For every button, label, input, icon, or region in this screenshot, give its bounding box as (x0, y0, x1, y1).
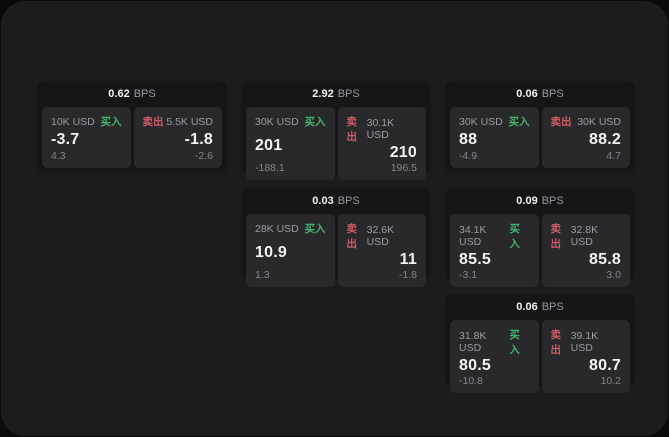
sell-label: 卖出 (550, 223, 562, 250)
sell-amount: 30.1K USD (366, 117, 395, 141)
sell-amount: 5.5K USD (166, 115, 213, 128)
sell-delta: -1.8 (398, 269, 417, 281)
bps-header: 0.62 BPS (37, 81, 227, 107)
buy-amount: 28K USD (255, 222, 299, 235)
buy-panel[interactable]: 31.8K USD 买入 80.5 -10.8 (450, 320, 539, 393)
buy-price: 80.5 (459, 357, 491, 374)
quote-panels: 30K USD 买入 201 -188.1 卖出 30.1K USD 210 1… (241, 107, 431, 185)
buy-panel[interactable]: 10K USD 买入 -3.7 4.3 (42, 107, 131, 168)
buy-label: 买入 (508, 116, 530, 128)
sell-panel[interactable]: 卖出 39.1K USD 80.7 10.2 (541, 320, 630, 393)
quote-panels: 28K USD 买入 10.9 1.3 卖出 32.6K USD 11 -1.8 (241, 214, 431, 292)
buy-amount: 30K USD (255, 115, 299, 128)
bps-unit: BPS (541, 88, 564, 100)
sell-price: -1.8 (184, 130, 213, 148)
sell-price: 85.8 (589, 251, 621, 268)
sell-panel[interactable]: 卖出 30K USD 88.2 4.7 (541, 107, 630, 168)
sell-label: 卖出 (142, 116, 164, 128)
buy-amount: 34.1K USD (459, 224, 487, 248)
buy-delta: -4.9 (459, 150, 478, 162)
sell-delta: 196.5 (390, 162, 417, 174)
buy-amount: 10K USD (51, 115, 95, 128)
buy-price: 201 (255, 136, 283, 154)
bps-value: 0.09 (516, 195, 538, 207)
buy-price: 10.9 (255, 243, 287, 261)
buy-label: 买入 (509, 329, 520, 356)
quote-panels: 31.8K USD 买入 80.5 -10.8 卖出 39.1K USD 80.… (445, 320, 635, 398)
buy-price: 85.5 (459, 251, 491, 268)
sell-delta: 4.7 (606, 150, 621, 162)
sell-price: 88.2 (589, 130, 621, 148)
bps-header: 0.06 BPS (445, 81, 635, 107)
bps-value: 0.03 (312, 195, 334, 207)
sell-label: 卖出 (550, 116, 572, 128)
buy-label: 买入 (304, 116, 326, 128)
quote-card: 0.03 BPS 28K USD 买入 10.9 1.3 卖出 32.6K US… (241, 188, 431, 287)
quote-card: 0.62 BPS 10K USD 买入 -3.7 4.3 卖出 5.5K USD… (37, 81, 227, 173)
sell-panel[interactable]: 卖出 30.1K USD 210 196.5 (337, 107, 426, 180)
sell-delta: 3.0 (606, 269, 621, 281)
sell-amount: 39.1K USD (570, 330, 599, 354)
buy-delta: -3.1 (459, 269, 478, 281)
sell-label: 卖出 (550, 329, 562, 356)
buy-label: 买入 (304, 223, 326, 235)
quote-card: 2.92 BPS 30K USD 买入 201 -188.1 卖出 30.1K … (241, 81, 431, 180)
sell-amount: 30K USD (577, 115, 621, 128)
sell-panel[interactable]: 卖出 32.8K USD 85.8 3.0 (541, 214, 630, 287)
buy-label: 买入 (509, 223, 520, 250)
buy-amount: 30K USD (459, 115, 503, 128)
bps-header: 0.03 BPS (241, 188, 431, 214)
bps-header: 2.92 BPS (241, 81, 431, 107)
buy-delta: 4.3 (51, 150, 66, 162)
buy-panel[interactable]: 28K USD 买入 10.9 1.3 (246, 214, 335, 287)
bps-header: 0.06 BPS (445, 294, 635, 320)
buy-panel[interactable]: 34.1K USD 买入 85.5 -3.1 (450, 214, 539, 287)
quote-card: 0.09 BPS 34.1K USD 买入 85.5 -3.1 卖出 32.8K… (445, 188, 635, 287)
bps-value: 2.92 (312, 88, 334, 100)
sell-label: 卖出 (346, 223, 358, 250)
bps-value: 0.62 (108, 88, 130, 100)
sell-delta: -2.6 (194, 150, 213, 162)
sell-amount: 32.8K USD (570, 224, 599, 248)
sell-price: 11 (399, 251, 417, 268)
quote-panels: 34.1K USD 买入 85.5 -3.1 卖出 32.8K USD 85.8… (445, 214, 635, 292)
quote-panels: 30K USD 买入 88 -4.9 卖出 30K USD 88.2 4.7 (445, 107, 635, 173)
buy-price: -3.7 (51, 130, 80, 148)
sell-label: 卖出 (346, 116, 358, 143)
sell-price: 80.7 (589, 357, 621, 374)
sell-price: 210 (389, 144, 417, 161)
buy-delta: 1.3 (255, 269, 270, 281)
bps-unit: BPS (541, 301, 564, 313)
buy-panel[interactable]: 30K USD 买入 201 -188.1 (246, 107, 335, 180)
bps-value: 0.06 (516, 88, 538, 100)
sell-panel[interactable]: 卖出 32.6K USD 11 -1.8 (337, 214, 426, 287)
quote-card: 0.06 BPS 31.8K USD 买入 80.5 -10.8 卖出 39.1… (445, 294, 635, 393)
bps-unit: BPS (541, 195, 564, 207)
buy-amount: 31.8K USD (459, 330, 487, 354)
sell-amount: 32.6K USD (366, 224, 395, 248)
buy-delta: -188.1 (255, 162, 285, 174)
bps-value: 0.06 (516, 301, 538, 313)
bps-unit: BPS (337, 88, 360, 100)
bps-header: 0.09 BPS (445, 188, 635, 214)
sell-delta: 10.2 (600, 375, 621, 387)
quote-panels: 10K USD 买入 -3.7 4.3 卖出 5.5K USD -1.8 -2.… (37, 107, 227, 173)
sell-panel[interactable]: 卖出 5.5K USD -1.8 -2.6 (133, 107, 222, 168)
bps-unit: BPS (337, 195, 360, 207)
buy-label: 买入 (100, 116, 122, 128)
buy-delta: -10.8 (459, 375, 483, 387)
buy-price: 88 (459, 130, 478, 148)
buy-panel[interactable]: 30K USD 买入 88 -4.9 (450, 107, 539, 168)
quote-card: 0.06 BPS 30K USD 买入 88 -4.9 卖出 30K USD 8… (445, 81, 635, 173)
bps-unit: BPS (133, 88, 156, 100)
